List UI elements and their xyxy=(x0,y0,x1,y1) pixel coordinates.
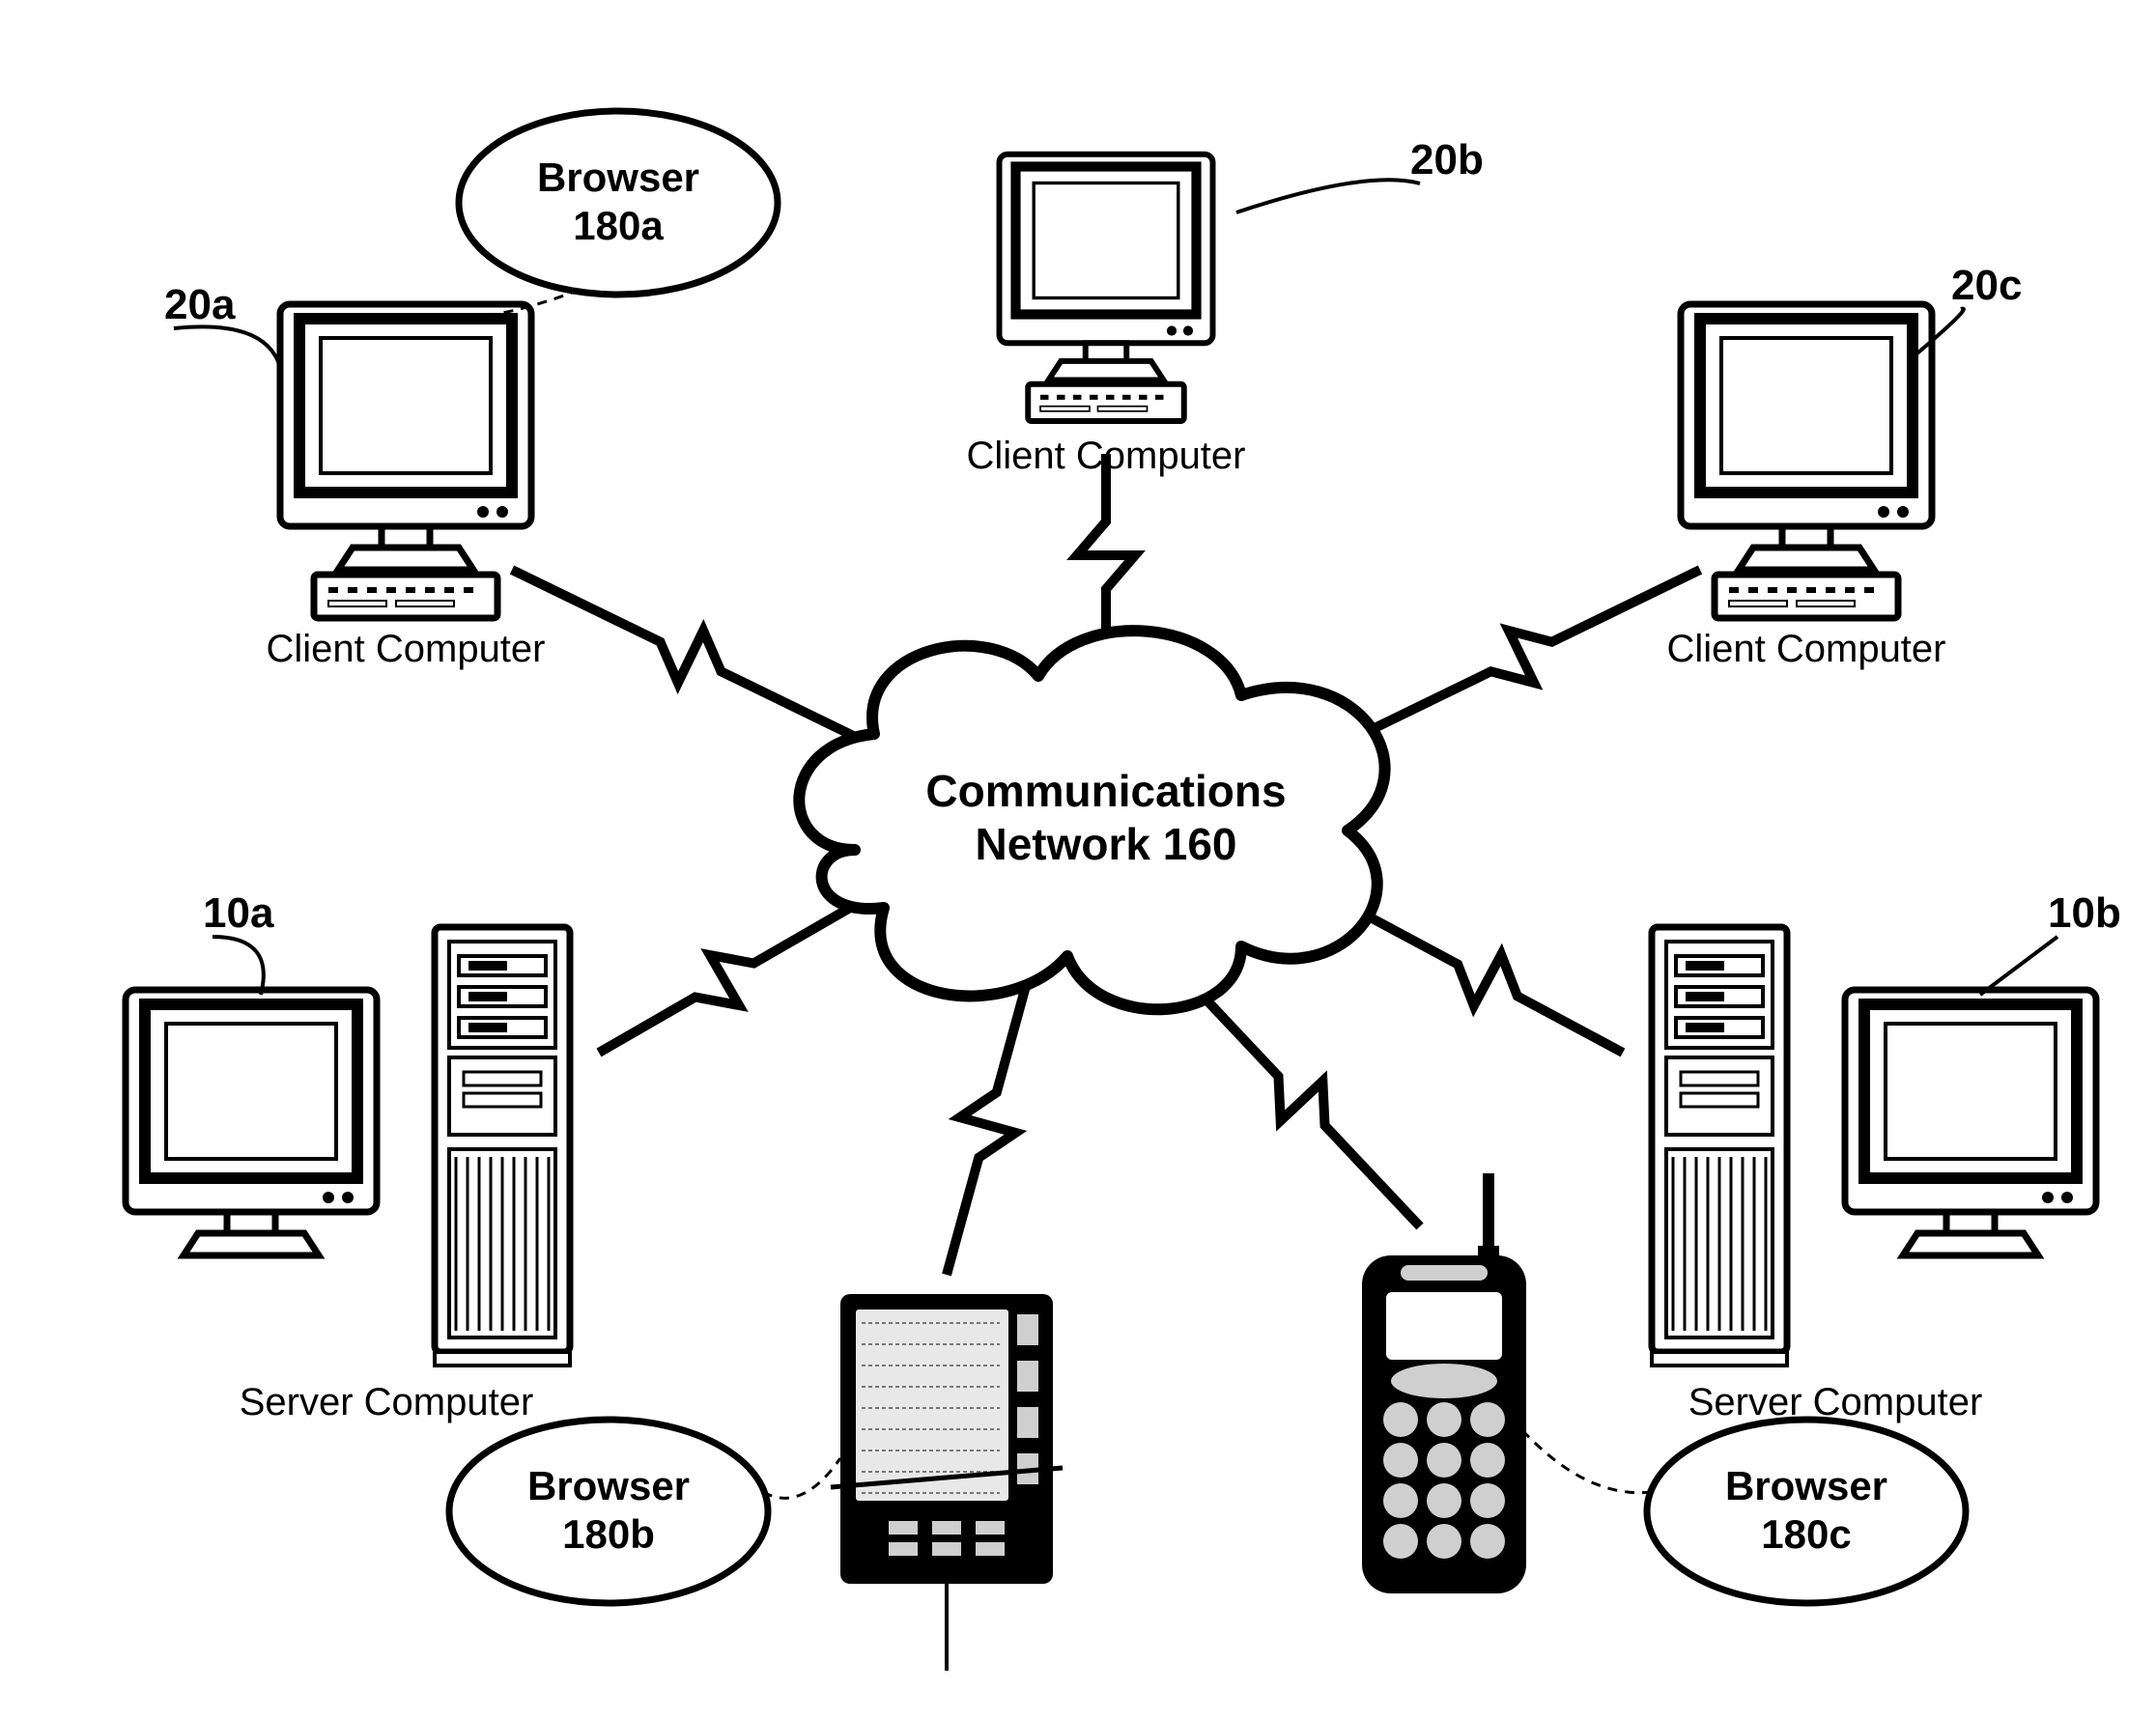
svg-text:10b: 10b xyxy=(2048,889,2121,937)
ref-leader xyxy=(213,937,264,995)
cloud-line2: Network 160 xyxy=(975,819,1236,869)
phone-icon xyxy=(1362,1173,1526,1593)
svg-text:180c: 180c xyxy=(1761,1511,1851,1557)
monitor-icon xyxy=(1000,155,1213,421)
tower-icon xyxy=(1652,927,1787,1366)
network-cloud: CommunicationsNetwork 160 xyxy=(799,631,1384,1009)
connection-bolt xyxy=(512,570,869,744)
ref-leader xyxy=(1980,937,2057,995)
browser-bubble-a: Browser180a xyxy=(459,111,778,295)
dashed-connector xyxy=(1521,1429,1652,1493)
dashed-connector xyxy=(763,1458,840,1498)
ref-leader xyxy=(1236,180,1420,212)
server-b-label: Server Computer xyxy=(1688,1381,1983,1423)
svg-text:20c: 20c xyxy=(1951,262,2022,309)
server-a-label: Server Computer xyxy=(240,1381,534,1423)
server-computer xyxy=(126,927,570,1366)
tower-icon xyxy=(435,927,570,1366)
cloud-line1: Communications xyxy=(925,766,1286,816)
browser-bubble-b: Browser180b xyxy=(449,1420,768,1603)
connection-bolt xyxy=(1343,570,1700,744)
browser-bubble-c: Browser180c xyxy=(1647,1420,1966,1603)
svg-text:10a: 10a xyxy=(203,889,274,937)
pda-icon xyxy=(831,1294,1063,1671)
monitor-icon xyxy=(1681,304,1932,618)
monitor-icon xyxy=(1845,990,2096,1255)
monitor-icon xyxy=(126,990,377,1255)
svg-text:180a: 180a xyxy=(573,203,664,248)
svg-text:180b: 180b xyxy=(562,1511,655,1557)
connection-bolt xyxy=(1352,908,1623,1053)
svg-text:Browser: Browser xyxy=(527,1463,690,1508)
connection-bolt xyxy=(947,975,1029,1275)
server-computer xyxy=(1652,927,2096,1366)
svg-text:20a: 20a xyxy=(164,281,236,328)
svg-text:Browser: Browser xyxy=(537,155,699,200)
client-c-label: Client Computer xyxy=(1666,628,1945,670)
client-b-label: Client Computer xyxy=(966,435,1245,477)
svg-text:20b: 20b xyxy=(1410,136,1484,183)
connection-bolt xyxy=(1183,975,1420,1226)
svg-text:Browser: Browser xyxy=(1725,1463,1887,1508)
monitor-icon xyxy=(280,304,531,618)
ref-leader xyxy=(174,326,280,367)
connection-bolt xyxy=(599,908,850,1053)
client-a-label: Client Computer xyxy=(266,628,545,670)
